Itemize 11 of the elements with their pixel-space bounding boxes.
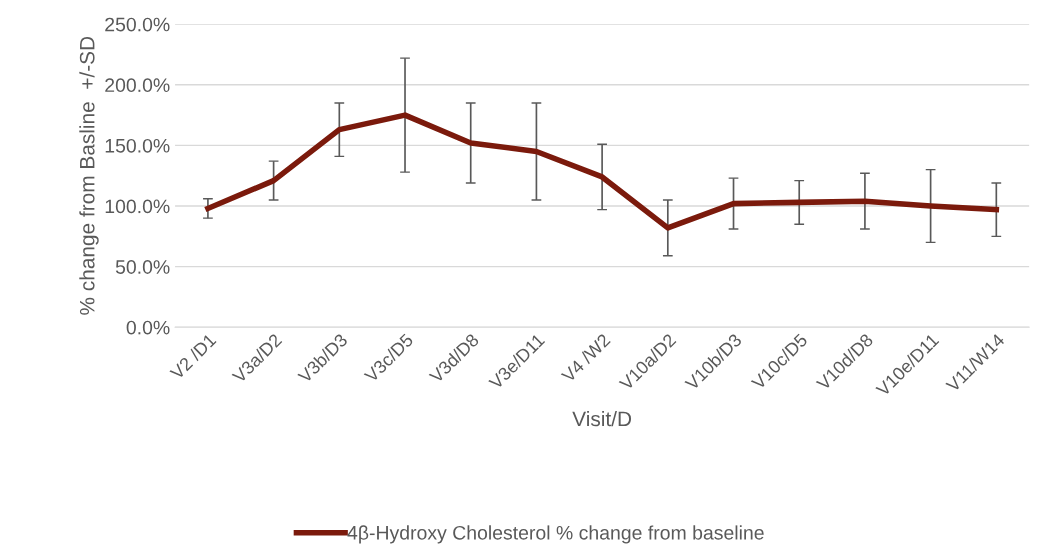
x-tick-label: V2 /D1 (168, 332, 217, 381)
y-tick-label: 100.0% (105, 199, 170, 214)
x-axis-title: Visit/D (572, 410, 632, 427)
y-tick-label: 50.0% (115, 260, 170, 274)
y-tick-label: 250.0% (105, 17, 170, 32)
y-axis-title: % change from Basline +/-SD (79, 36, 99, 315)
legend-label: 4β-Hydroxy Cholesterol % change from baseline (347, 525, 764, 544)
y-tick-label: 0.0% (126, 320, 170, 335)
y-tick-label: 200.0% (105, 78, 170, 93)
x-tick-label: V4 /W2 (560, 332, 611, 384)
y-tick-label: 150.0% (105, 138, 170, 153)
